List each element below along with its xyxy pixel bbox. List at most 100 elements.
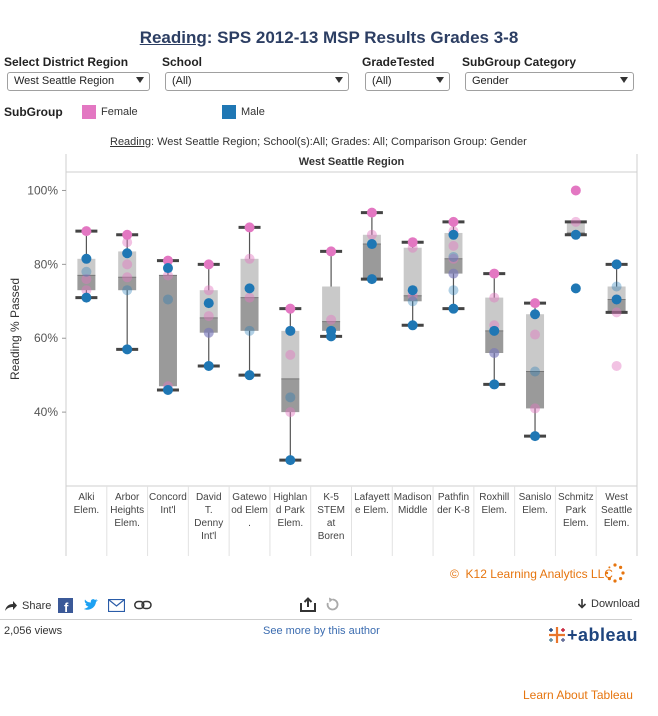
female-point xyxy=(285,407,296,418)
see-more-link[interactable]: See more by this author xyxy=(263,625,380,637)
female-point xyxy=(244,253,255,264)
tableau-wordmark[interactable]: +ableau xyxy=(567,625,639,645)
grade-select[interactable]: (All) xyxy=(365,72,450,91)
category-label-line: Concord xyxy=(149,492,187,503)
male-point xyxy=(81,266,92,277)
female-point xyxy=(162,270,173,281)
export-icon[interactable] xyxy=(300,597,316,612)
email-icon[interactable] xyxy=(108,599,125,612)
school-filter-label: School xyxy=(162,55,203,69)
female-point xyxy=(530,403,541,414)
category-label: Alki Elem. xyxy=(74,492,100,516)
female-point xyxy=(326,314,337,325)
female-point xyxy=(611,360,622,371)
category-label: Sanislo Elem. xyxy=(519,492,552,516)
facebook-icon[interactable]: f xyxy=(58,598,73,613)
copyright-symbol: © xyxy=(450,567,459,581)
share-button[interactable]: Share xyxy=(4,598,51,614)
page-title: Reading: SPS 2012-13 MSP Results Grades … xyxy=(0,28,658,48)
female-point xyxy=(122,237,133,248)
female-point xyxy=(611,307,622,318)
male-point xyxy=(162,263,173,274)
subtitle-link-reading[interactable]: Reading xyxy=(110,136,151,148)
title-link-reading[interactable]: Reading xyxy=(139,28,207,47)
y-tick-label: 80% xyxy=(34,257,58,271)
subgroup-select-value: Gender xyxy=(472,75,509,87)
revert-icon[interactable] xyxy=(325,597,340,612)
toolbar-divider xyxy=(0,619,632,620)
category-label: Arbor Heights Elem. xyxy=(110,492,144,529)
box-upper xyxy=(403,247,422,296)
district-select[interactable]: West Seattle Region xyxy=(7,72,150,91)
category-label-line: Seattle xyxy=(601,505,633,516)
female-point xyxy=(244,292,255,303)
male-point xyxy=(326,331,337,342)
female-point xyxy=(448,268,459,279)
tableau-logo-icon[interactable] xyxy=(548,624,566,646)
male-point xyxy=(611,259,622,270)
learn-about-tableau-link[interactable]: Learn About Tableau xyxy=(523,688,633,702)
female-point xyxy=(530,329,541,340)
box-lower xyxy=(362,244,381,280)
link-icon[interactable] xyxy=(134,600,152,610)
legend-swatch-male[interactable] xyxy=(222,105,236,119)
twitter-icon[interactable] xyxy=(83,598,99,612)
male-point xyxy=(489,325,500,336)
female-point xyxy=(81,274,92,285)
legend-label-male: Male xyxy=(241,106,265,118)
category-label-line: Denny xyxy=(194,518,223,529)
download-label: Download xyxy=(591,598,640,610)
box-lower xyxy=(281,378,300,413)
category-label-line: Park xyxy=(566,505,588,516)
category-label-line: Elem. xyxy=(114,518,140,529)
download-button[interactable]: Download xyxy=(577,598,640,610)
chevron-down-icon xyxy=(436,77,444,83)
category-label-line: Roxhill xyxy=(479,492,509,503)
box-lower xyxy=(485,330,504,354)
female-point xyxy=(448,240,459,251)
legend-swatch-female[interactable] xyxy=(82,105,96,119)
female-point xyxy=(448,253,459,264)
category-label: Madison Middle xyxy=(394,492,432,516)
subgroup-select[interactable]: Gender xyxy=(465,72,634,91)
category-label-line: Arbor xyxy=(115,492,140,503)
box-plot-chart: West Seattle Region 100% 80% 60% 40% Reading … xyxy=(8,154,638,556)
category-label-line: Highlan xyxy=(273,492,307,503)
male-point xyxy=(122,344,133,355)
category-label-line: Pathfin xyxy=(438,492,469,503)
share-arrow-icon xyxy=(5,601,17,611)
download-arrow-icon xyxy=(577,598,587,609)
box-lower xyxy=(444,258,463,274)
male-point xyxy=(489,379,500,390)
male-point xyxy=(530,366,541,377)
y-axis-label: Reading % Passed xyxy=(8,278,22,380)
category-label-line: . xyxy=(248,518,251,529)
male-point xyxy=(448,285,459,296)
category-label-line: Elem. xyxy=(278,518,304,529)
female-point xyxy=(407,237,418,248)
box-lower xyxy=(526,371,545,409)
category-label: Highlan d Park Elem. xyxy=(273,492,307,529)
male-point xyxy=(162,384,173,395)
box-upper xyxy=(566,221,585,233)
male-point xyxy=(244,370,255,381)
box-lower xyxy=(240,297,259,331)
box-upper xyxy=(322,286,341,322)
female-point xyxy=(203,259,214,270)
box-upper xyxy=(607,286,626,300)
school-select[interactable]: (All) xyxy=(165,72,349,91)
category-label-line: at xyxy=(327,518,336,529)
box-lower xyxy=(607,299,626,313)
category-label-line: K-5 xyxy=(323,492,339,503)
category-label-line: Sanislo xyxy=(519,492,552,503)
female-point xyxy=(530,298,541,309)
female-point xyxy=(122,259,133,270)
male-point xyxy=(611,294,622,305)
category-label-line: der K-8 xyxy=(437,505,470,516)
category-label: Schmitz Park Elem. xyxy=(558,492,594,529)
box-upper xyxy=(526,314,545,372)
category-label-line: Boren xyxy=(318,531,345,542)
legend-title: SubGroup xyxy=(4,105,63,119)
male-point xyxy=(448,229,459,240)
female-point xyxy=(162,255,173,266)
